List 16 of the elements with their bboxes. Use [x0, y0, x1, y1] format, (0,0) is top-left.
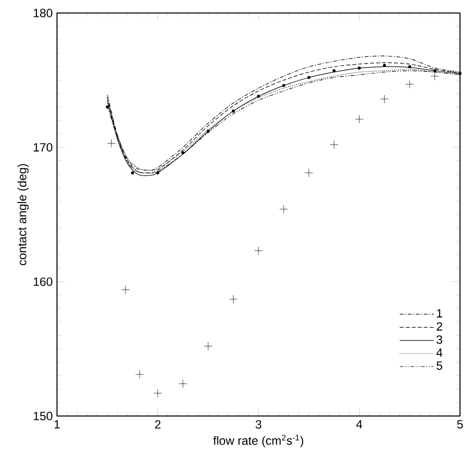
x-axis-title: flow rate (cm$^{2}$s$^{-1}$) [213, 434, 304, 448]
legend-label: 2 [436, 322, 442, 331]
x-tick-label: 3 [256, 420, 262, 429]
x-tick-label: 5 [457, 420, 463, 429]
y-tick-label: 180 [34, 8, 52, 18]
y-axis-title: contact angle (deg) [18, 164, 29, 266]
y-tick-label: 150 [34, 412, 52, 420]
x-tick-label: 4 [356, 420, 362, 428]
legend-label: 1 [436, 309, 442, 318]
x-tick-label: 1 [54, 420, 60, 428]
legend-label: 3 [436, 335, 442, 344]
y-tick-label: 160 [34, 277, 52, 286]
x-tick-label: 2 [155, 420, 160, 429]
y-tick-label: 170 [34, 143, 52, 152]
legend-label: 4 [436, 348, 442, 357]
legend-label: 5 [436, 362, 442, 370]
